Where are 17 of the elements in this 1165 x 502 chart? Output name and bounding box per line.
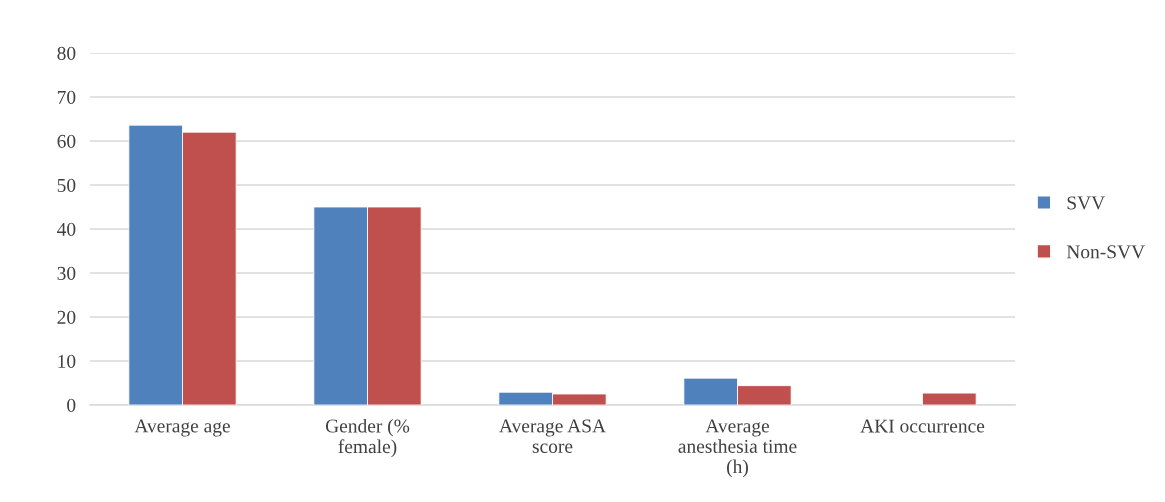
y-tick-label: 10 (58, 354, 76, 368)
x-tick-label: Average anesthesia time (h) (678, 419, 797, 478)
y-tick-label: 50 (57, 178, 76, 192)
x-tick-label: Gender (% female) (325, 418, 410, 458)
y-tick-label: 40 (57, 222, 76, 236)
y-tick-label: 20 (57, 310, 76, 324)
legend-label: SVV (1067, 196, 1105, 210)
legend-label: Non-SVV (1066, 245, 1145, 259)
y-tick-label: 60 (57, 134, 76, 148)
y-tick-label: 30 (57, 266, 76, 280)
y-tick-label: 70 (57, 90, 76, 104)
x-tick-label: Average ASA score (499, 419, 606, 453)
y-tick-label: 0 (67, 398, 76, 412)
y-tick-label: 80 (57, 46, 76, 60)
x-tick-label: Average age (134, 419, 230, 437)
x-tick-label: AKI occurrence (860, 419, 985, 433)
bar (922, 392, 977, 405)
